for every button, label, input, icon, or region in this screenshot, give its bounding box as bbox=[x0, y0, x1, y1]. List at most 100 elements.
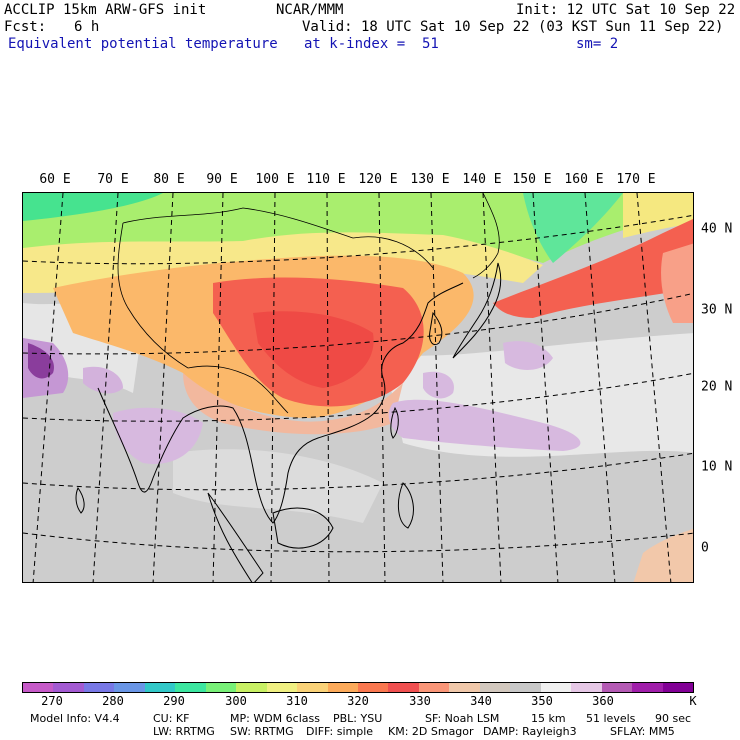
footer-diff: DIFF: simple bbox=[306, 725, 374, 738]
low-theta-patch bbox=[503, 341, 553, 370]
footer-lw: LW: RRTMG bbox=[153, 725, 215, 738]
warm-band-yellow bbox=[623, 193, 693, 238]
footer-km: KM: 2D Smagor bbox=[388, 725, 474, 738]
colorbar-swatch bbox=[53, 683, 84, 692]
fcst-value: 6 h bbox=[74, 19, 100, 35]
colorbar-swatch bbox=[418, 683, 450, 692]
border-line bbox=[472, 193, 500, 279]
meridian bbox=[32, 193, 64, 582]
lat-label: 20 N bbox=[701, 379, 733, 395]
parallel-40n bbox=[23, 214, 693, 265]
lon-label: 90 E bbox=[206, 172, 238, 187]
colorbar-tick: 290 bbox=[163, 694, 185, 708]
colorbar-tick: 310 bbox=[286, 694, 308, 708]
lon-label: 80 E bbox=[153, 172, 185, 187]
colorbar-tick: 340 bbox=[470, 694, 492, 708]
footer-mp: MP: WDM 6class bbox=[230, 712, 320, 725]
warm-band-pacific bbox=[661, 243, 693, 323]
lon-label: 140 E bbox=[462, 172, 502, 187]
colorbar-swatch bbox=[479, 683, 511, 692]
border-line bbox=[117, 222, 189, 369]
lon-label: 100 E bbox=[255, 172, 295, 187]
colorbar-swatch bbox=[83, 683, 115, 692]
lat-label: 40 N bbox=[701, 221, 733, 237]
lon-label: 150 E bbox=[512, 172, 552, 187]
colorbar bbox=[22, 682, 694, 693]
borneo-coastline bbox=[272, 507, 334, 549]
colorbar-swatch bbox=[266, 683, 298, 692]
parallel-10n bbox=[23, 452, 693, 491]
country-borders bbox=[117, 193, 500, 414]
meridian bbox=[378, 193, 386, 582]
lon-label: 170 E bbox=[616, 172, 656, 187]
light-band bbox=[173, 449, 383, 523]
footer-timestep: 90 sec bbox=[655, 712, 692, 725]
fcst-label: Fcst: bbox=[4, 19, 47, 35]
low-theta-patch bbox=[28, 343, 54, 379]
footer-sflay: SFLAY: MM5 bbox=[610, 725, 675, 738]
high-theta-band-teal bbox=[523, 193, 623, 263]
lat-label: 10 N bbox=[701, 459, 733, 475]
lon-label: 160 E bbox=[564, 172, 604, 187]
colorbar-tick: 270 bbox=[41, 694, 63, 708]
lon-label: 120 E bbox=[358, 172, 398, 187]
init-time: Init: 12 UTC Sat 10 Sep 22 bbox=[516, 2, 736, 18]
philippines-coastline bbox=[397, 482, 414, 529]
footer-pbl: PBL: YSU bbox=[333, 712, 383, 725]
parallel-0 bbox=[23, 532, 693, 553]
smoothing-label: sm= 2 bbox=[576, 36, 619, 52]
colorbar-tick: 350 bbox=[531, 694, 553, 708]
warm-corner bbox=[633, 528, 693, 582]
map-svg bbox=[23, 193, 693, 582]
lon-label: 60 E bbox=[39, 172, 71, 187]
warm-core-red bbox=[253, 311, 374, 388]
coastlines bbox=[75, 262, 502, 582]
colorbar-tick: 320 bbox=[347, 694, 369, 708]
colorbar-swatch bbox=[601, 683, 633, 692]
meridian bbox=[532, 193, 559, 582]
warm-fringe bbox=[183, 373, 403, 435]
meridian bbox=[636, 193, 672, 582]
high-theta-band-teal bbox=[23, 193, 163, 221]
level-label: at k-index = 51 bbox=[304, 36, 439, 52]
field-name: Equivalent potential temperature bbox=[8, 36, 278, 52]
colorbar-swatch bbox=[662, 683, 693, 692]
lon-label: 70 E bbox=[97, 172, 129, 187]
footer-sf: SF: Noah LSM bbox=[425, 712, 500, 725]
colorbar-tick: 280 bbox=[102, 694, 124, 708]
meridian bbox=[326, 193, 330, 582]
border-line bbox=[122, 207, 434, 269]
footer-res: 15 km bbox=[531, 712, 566, 725]
colorbar-tick: 330 bbox=[409, 694, 431, 708]
lat-label: 30 N bbox=[701, 302, 733, 318]
meridian bbox=[212, 193, 224, 582]
colorbar-swatch bbox=[297, 683, 328, 692]
map-panel[interactable] bbox=[22, 192, 694, 583]
meridian bbox=[92, 193, 119, 582]
colorbar-swatch bbox=[175, 683, 206, 692]
border-line bbox=[187, 365, 289, 414]
low-theta-patch bbox=[83, 366, 123, 394]
asia-coastline bbox=[97, 282, 464, 524]
parallel-20n bbox=[23, 372, 693, 422]
low-theta-patch bbox=[423, 371, 454, 399]
srilanka-coastline bbox=[75, 486, 85, 514]
colorbar-swatch bbox=[205, 683, 237, 692]
footer-levels: 51 levels bbox=[586, 712, 636, 725]
lon-label: 130 E bbox=[410, 172, 450, 187]
footer-damp: DAMP: Rayleigh3 bbox=[483, 725, 577, 738]
model-title: ACCLIP 15km ARW-GFS init bbox=[4, 2, 207, 18]
colorbar-swatch bbox=[114, 683, 145, 692]
colorbar-swatch bbox=[357, 683, 389, 692]
colorbar-swatch bbox=[388, 683, 419, 692]
colorbar-swatch bbox=[449, 683, 480, 692]
colorbar-unit: K bbox=[689, 694, 697, 708]
colorbar-swatch bbox=[236, 683, 267, 692]
footer-sw: SW: RRTMG bbox=[230, 725, 294, 738]
colorbar-swatch bbox=[144, 683, 176, 692]
sumatra-coastline bbox=[207, 492, 264, 582]
graticule bbox=[23, 193, 693, 582]
colorbar-swatch bbox=[540, 683, 572, 692]
valid-time: Valid: 18 UTC Sat 10 Sep 22 (03 KST Sun … bbox=[302, 19, 724, 35]
colorbar-swatch bbox=[632, 683, 663, 692]
